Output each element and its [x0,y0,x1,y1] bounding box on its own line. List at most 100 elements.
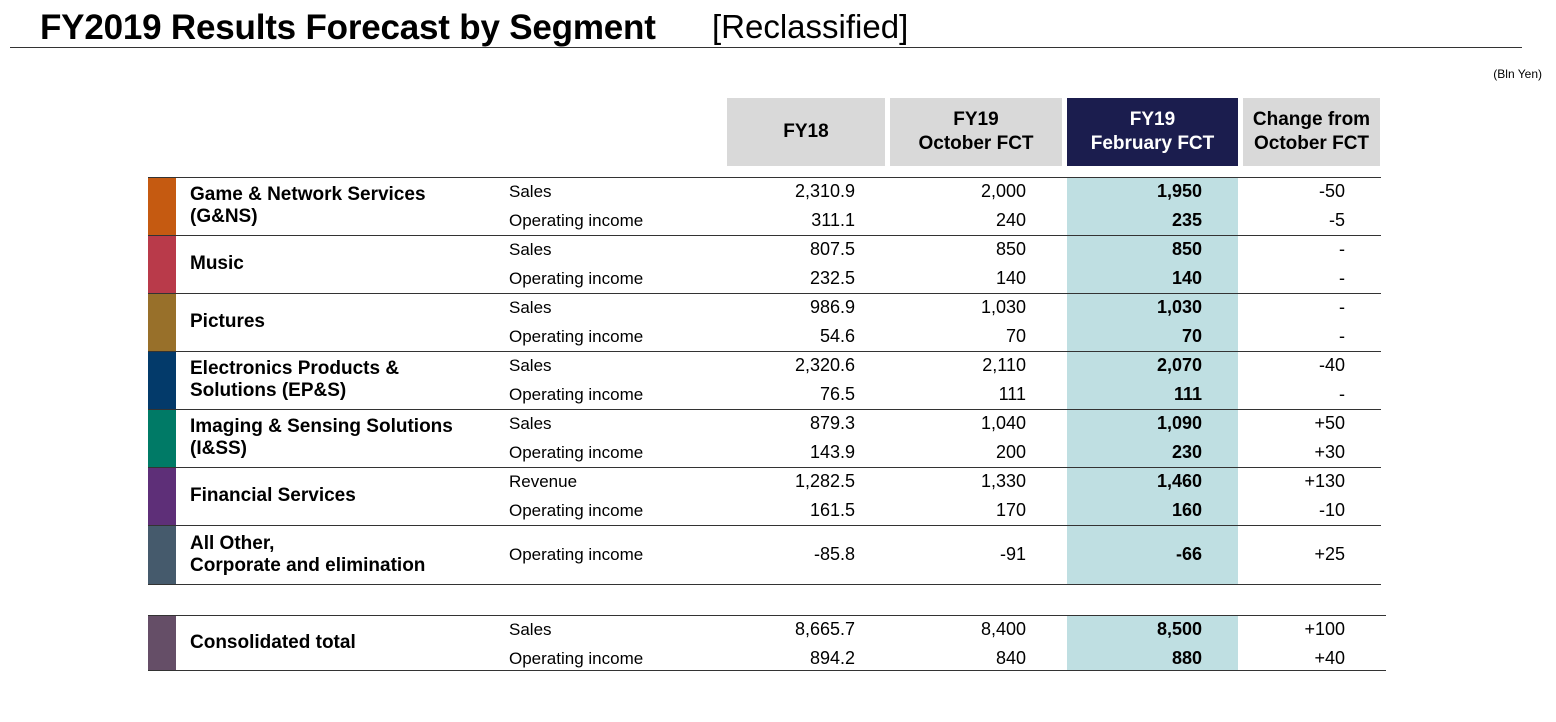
fy18-value: 986.9 [809,297,855,317]
table-row: Operating income 894.2 840 880 +40 [148,645,1381,673]
metric-label: Operating income [509,326,644,346]
row-divider [148,670,1386,671]
segment-name-line: All Other, [190,533,275,554]
fy19-october-value: 2,110 [982,355,1026,375]
fy19-october-value: 850 [995,239,1026,259]
metric-label: Operating income [509,268,644,288]
fy19-february-value: 880 [1171,647,1202,668]
segment-color-swatch [148,468,176,525]
change-value: +25 [1314,543,1345,564]
fy19-october-value: 200 [995,441,1026,462]
fy19-february-value: 850 [1171,239,1202,259]
change-value: - [1339,267,1345,288]
segment-name-line: Imaging & Sensing Solutions [190,416,453,437]
change-value: - [1339,383,1345,404]
fy19-february-value: 70 [1181,325,1202,346]
segment-name-line: Corporate and elimination [190,555,426,576]
fy19-october-value: 840 [995,647,1026,668]
segment-name: Consolidated total [190,615,356,671]
table-row: Revenue 1,282.5 1,330 1,460 +130 [148,468,1381,496]
change-value: -5 [1328,209,1345,230]
segment-block: Pictures Sales 986.9 1,030 1,030- Operating i… [148,293,1381,351]
fy19-february-value: 2,070 [1156,355,1202,375]
february-column-highlight-total [1067,615,1238,670]
fy18-value: 807.5 [809,239,855,259]
fy19-february-value: 160 [1171,499,1202,520]
metric-label: Revenue [509,472,578,491]
segment-name: Pictures [190,293,265,351]
metric-label: Sales [509,182,552,201]
segment-name: Imaging & Sensing Solutions (I&SS) [190,409,453,467]
table-row: Sales 2,320.6 2,110 2,070 -40 [148,352,1381,380]
fy19-october-value: 1,330 [980,471,1026,491]
segment-block: Financial Services Revenue 1,282.5 1,330 1,4… [148,467,1381,525]
header-line: February FCT [1090,133,1215,154]
segment-name-line: Pictures [190,311,265,332]
page-subtitle: [Reclassified] [712,8,909,45]
column-header-change: Change from October FCT [1243,98,1380,166]
table-row: Sales 2,310.9 2,000 1,950 -50 [148,178,1381,206]
row-divider [148,409,1381,410]
header-line: FY19 [1129,109,1176,130]
fy18-value: 311.1 [811,209,855,230]
table-row: Operating income 232.5 140 140 - [148,265,1381,293]
table-row: Operating income 311.1 240 235 -5 [148,207,1381,235]
segment-block: Consolidated total Sales 8,665.7 8,400 8,500… [148,615,1381,671]
fy18-value: 8,665.7 [794,619,855,639]
table-row: Sales 807.5 850 850 - [148,236,1381,264]
segment-color-swatch [148,410,176,467]
metric-label: Operating income [509,384,644,404]
change-value: -50 [1318,181,1345,201]
fy19-october-value: 70 [1005,325,1026,346]
segment-color-swatch [148,294,176,351]
header-line: October FCT [1253,133,1370,154]
segment-name-line: Electronics Products & [190,358,400,379]
metric-label: Operating income [509,500,644,520]
segment-block: All Other, Corporate and elimination Opera… [148,525,1381,585]
row-divider [148,351,1381,352]
table-row: Sales 8,665.7 8,400 8,500 +100 [148,616,1381,644]
segment-name-line: (G&NS) [190,206,258,227]
fy18-value: 143.9 [809,441,855,462]
segment-name: Electronics Products & Solutions (EP&S) [190,351,399,409]
row-divider [148,235,1381,236]
fy19-october-value: 8,400 [980,619,1026,639]
segment-color-swatch [148,616,176,671]
segment-color-swatch [148,178,176,235]
fy19-february-value: 1,030 [1156,297,1202,317]
fy19-october-value: 1,030 [980,297,1026,317]
metric-label: Operating income [509,648,644,668]
fy19-february-value: 1,460 [1156,471,1202,491]
change-value: - [1339,325,1345,346]
fy19-february-value: 1,090 [1156,413,1202,433]
fy18-value: 2,310.9 [794,181,855,201]
metric-label: Sales [509,240,552,259]
segment-color-swatch [148,526,176,585]
fy19-february-value: -66 [1175,543,1202,564]
segment-name-line: Solutions (EP&S) [190,380,347,401]
column-header-fy18: FY18 [727,98,885,166]
fy19-october-value: 240 [995,209,1026,230]
change-value: +100 [1304,619,1345,639]
header-line: October FCT [918,133,1034,154]
segment-name: All Other, Corporate and elimination [190,525,425,585]
metric-label: Sales [509,356,552,375]
fy18-value: 894.2 [809,647,855,668]
change-value: -10 [1318,499,1345,520]
fy18-value: 76.5 [819,383,855,404]
header-line: FY18 [783,121,829,142]
fy19-october-value: 140 [995,267,1026,288]
segment-name: Music [190,235,244,293]
fy19-october-value: 1,040 [980,413,1026,433]
row-divider [148,467,1381,468]
metric-label: Operating income [509,544,644,564]
february-column-highlight [1067,177,1238,584]
fy18-value: 1,282.5 [794,471,855,491]
fy19-february-value: 235 [1171,209,1202,230]
segment-block: Game & Network Services (G&NS) Sales 2,310.… [148,177,1381,235]
fy18-value: 2,320.6 [794,355,855,375]
fy18-value: 879.3 [809,413,855,433]
fy19-october-value: 111 [998,383,1026,404]
segment-block: Electronics Products & Solutions (EP&S) Sa… [148,351,1381,409]
segment-name-line: Game & Network Services [190,184,426,205]
